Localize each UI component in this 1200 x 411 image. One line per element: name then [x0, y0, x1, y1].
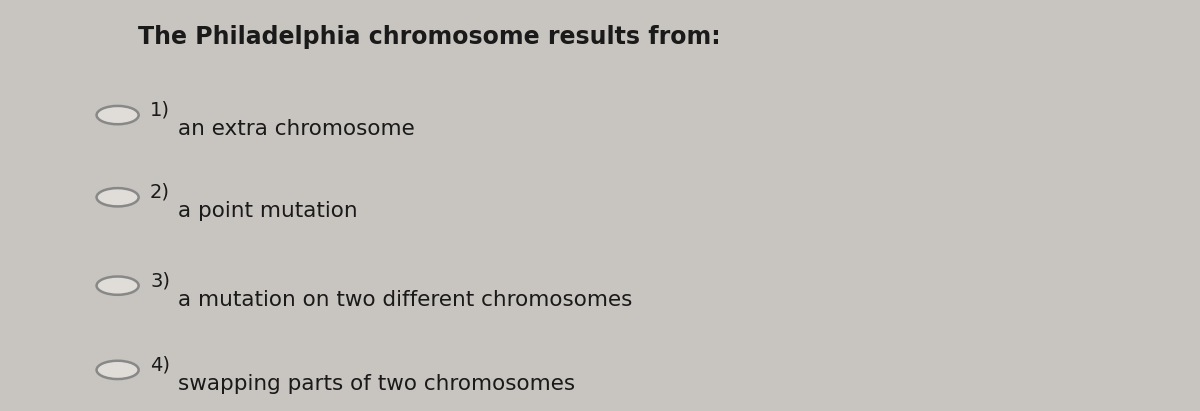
Text: a mutation on two different chromosomes: a mutation on two different chromosomes — [178, 290, 632, 310]
Ellipse shape — [96, 106, 139, 124]
Ellipse shape — [96, 361, 139, 379]
Text: 3): 3) — [150, 271, 170, 290]
Text: 1): 1) — [150, 101, 170, 120]
Text: a point mutation: a point mutation — [178, 201, 358, 222]
Ellipse shape — [96, 188, 139, 206]
Text: an extra chromosome: an extra chromosome — [178, 119, 414, 139]
Ellipse shape — [96, 277, 139, 295]
Text: 4): 4) — [150, 356, 170, 374]
Text: The Philadelphia chromosome results from:: The Philadelphia chromosome results from… — [138, 25, 721, 49]
Text: swapping parts of two chromosomes: swapping parts of two chromosomes — [178, 374, 575, 394]
Text: 2): 2) — [150, 183, 170, 202]
